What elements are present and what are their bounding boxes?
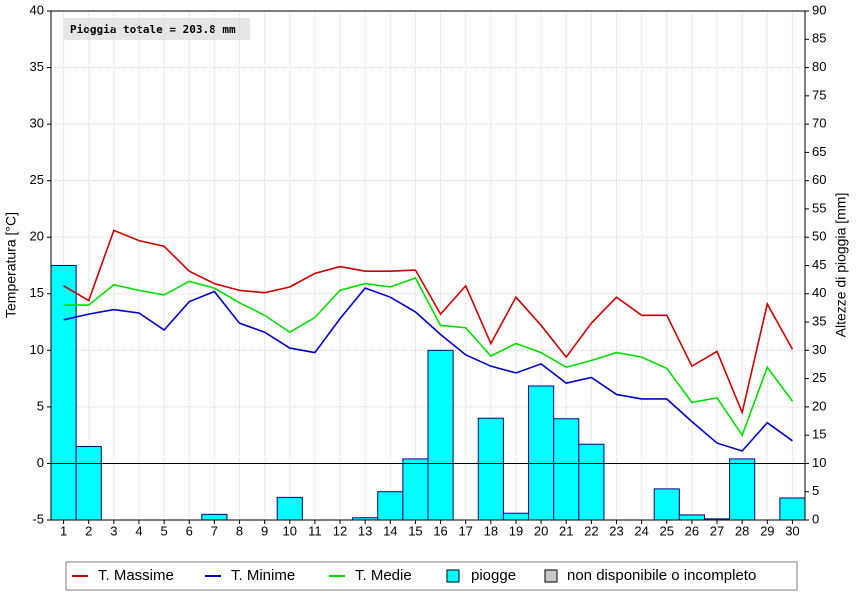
y2-tick-label: 25 [812,370,826,385]
x-tick-label: 29 [760,523,774,538]
x-tick-label: 4 [135,523,142,538]
x-tick-label: 5 [160,523,167,538]
x-tick-label: 3 [110,523,117,538]
bar [402,458,429,521]
x-tick-label: 8 [236,523,243,538]
y2-tick-label: 60 [812,172,826,187]
x-tick-label: 18 [484,523,498,538]
bar [427,349,454,521]
annotation-box [64,18,250,40]
y2-tick-label: 65 [812,144,826,159]
plot-frame [50,10,806,521]
y2-tick-label: 15 [812,427,826,442]
line-series [63,229,794,416]
x-tick-label: 27 [710,523,724,538]
x-tick-label: 2 [85,523,92,538]
y2-tick-label: 0 [812,511,819,526]
x-tick-label: 26 [685,523,699,538]
bar [201,513,228,521]
y2-tick-label: 5 [812,483,819,498]
y2-tick-label: 20 [812,398,826,413]
x-tick-label: 19 [509,523,523,538]
y-tick-label: 35 [30,59,44,74]
bar [276,496,303,521]
legend-label: T. Minime [231,567,295,584]
bar [653,488,680,521]
y2-axis-title: Altezze di pioggia [mm] [833,193,849,338]
y-tick-label: 25 [30,172,44,187]
y2-tick-label: 90 [812,2,826,17]
legend-label: T. Massime [98,567,174,584]
y2-tick-label: 35 [812,313,826,328]
y-tick-label: 20 [30,229,44,244]
x-tick-label: 17 [458,523,472,538]
x-tick-label: 24 [634,523,648,538]
x-tick-label: 1 [60,523,67,538]
x-tick-label: 30 [785,523,799,538]
y-tick-label: 15 [30,285,44,300]
y-tick-label: 0 [37,455,44,470]
y-tick-label: 5 [37,398,44,413]
y2-tick-label: 45 [812,257,826,272]
bar [528,385,555,521]
legend-swatch [446,569,460,583]
x-tick-label: 25 [660,523,674,538]
y2-tick-label: 50 [812,229,826,244]
y-tick-label: 10 [30,342,44,357]
y2-tick-label: 75 [812,87,826,102]
x-tick-label: 16 [433,523,447,538]
bar [75,445,102,521]
x-tick-label: 21 [559,523,573,538]
y2-tick-label: 30 [812,342,826,357]
bar [729,458,756,521]
bar [779,497,806,521]
x-tick-label: 12 [333,523,347,538]
y-tick-label: 30 [30,116,44,131]
x-tick-label: 22 [584,523,598,538]
legend-label: piogge [471,567,516,584]
bar [502,512,530,521]
y-tick-label: 40 [30,2,44,17]
line-series [63,287,793,452]
x-tick-label: 14 [383,523,397,538]
x-tick-label: 13 [358,523,372,538]
y2-tick-label: 40 [812,285,826,300]
bar [553,418,580,521]
y2-tick-label: 70 [812,116,826,131]
x-tick-label: 6 [186,523,193,538]
bar [50,265,77,521]
y-axis-title: Temperatura [°C] [3,212,19,318]
legend-swatch [544,569,558,583]
x-tick-label: 9 [261,523,268,538]
x-tick-label: 11 [308,523,322,538]
x-tick-label: 20 [534,523,548,538]
x-tick-label: 15 [408,523,422,538]
x-tick-label: 28 [735,523,749,538]
annotation: Pioggia totale = 203.8 mm [70,23,236,36]
legend-label: non disponibile o incompleto [567,567,756,584]
x-tick-label: 10 [283,523,297,538]
y-tick-label: -5 [32,511,44,526]
bar [678,514,705,521]
y2-tick-label: 80 [812,59,826,74]
legend-label: T. Medie [355,567,412,584]
y2-tick-label: 55 [812,200,826,215]
legend-box [65,561,798,591]
bar [477,417,504,521]
x-tick-label: 23 [609,523,623,538]
line-series [63,276,794,437]
y2-tick-label: 85 [812,31,826,46]
x-tick-label: 7 [211,523,218,538]
bar [377,491,404,521]
bar [578,443,605,521]
y2-tick-label: 10 [812,455,826,470]
